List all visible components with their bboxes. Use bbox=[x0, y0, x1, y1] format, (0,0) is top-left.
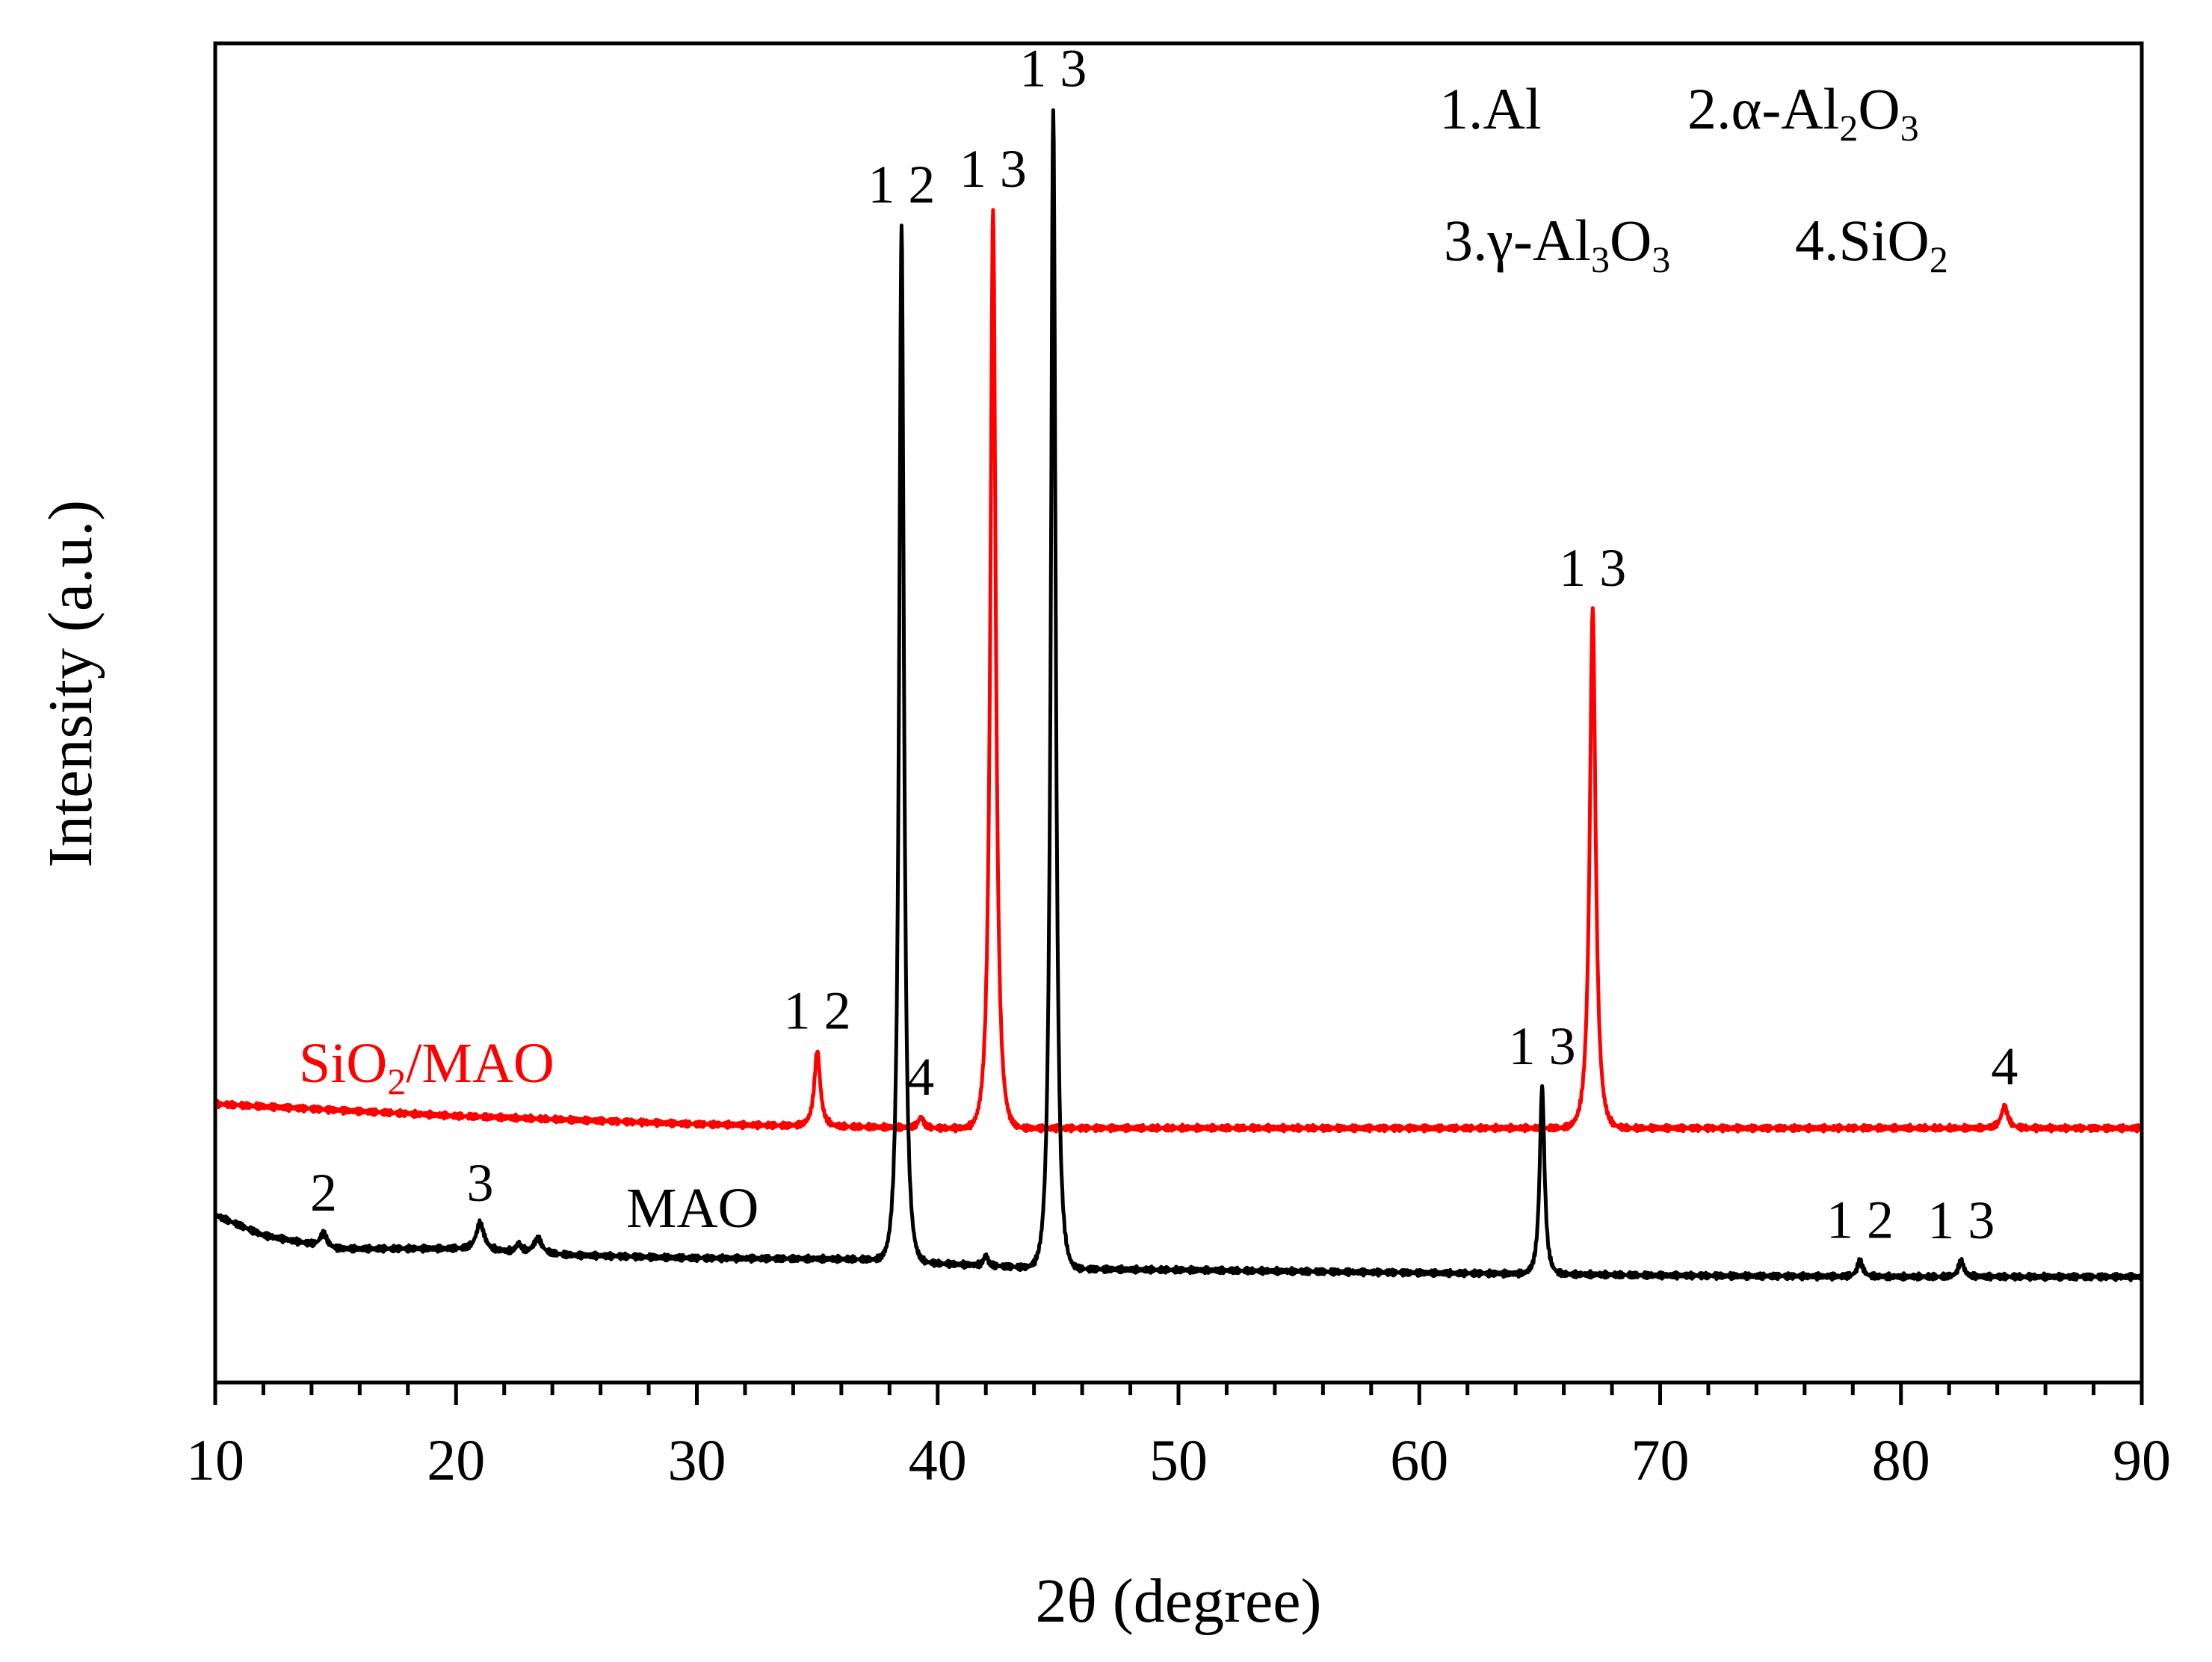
legend-entry-alpha-al2o3: 2.α-Al2O3 bbox=[1687, 76, 1919, 149]
peak-label: 3 bbox=[466, 1153, 493, 1213]
series-line-mao bbox=[213, 108, 2144, 1282]
x-tick-label: 40 bbox=[909, 1427, 967, 1492]
x-tick-label: 50 bbox=[1149, 1427, 1208, 1492]
peak-labels: 1 2 4 1 3 1 3 4 2 3 1 2 1 3 1 3 1 2 1 3 bbox=[310, 39, 2018, 1250]
series-line-sio2-mao bbox=[214, 208, 2143, 1134]
x-tick-label: 90 bbox=[2113, 1427, 2171, 1492]
x-tick-label: 80 bbox=[1872, 1427, 1930, 1492]
peak-label: 1 3 bbox=[1927, 1190, 1995, 1250]
series-label-sio2-mao: SiO2/MAO bbox=[299, 1032, 554, 1102]
x-tick-label: 30 bbox=[668, 1427, 726, 1492]
legend-entry-gamma-al2o3: 3.γ-Al3O3 bbox=[1444, 208, 1670, 280]
peak-label: 1 2 bbox=[784, 980, 851, 1040]
x-axis-title: 2θ (degree) bbox=[1035, 1566, 1321, 1636]
peak-label: 1 2 bbox=[1826, 1190, 1894, 1250]
peak-label: 4 bbox=[907, 1047, 934, 1107]
plot-area bbox=[213, 108, 2144, 1282]
legend-entry-al: 1.Al bbox=[1439, 76, 1542, 141]
peak-label: 2 bbox=[310, 1163, 337, 1223]
legend-entry-sio2: 4.SiO2 bbox=[1795, 208, 1948, 280]
x-tick-label: 60 bbox=[1390, 1427, 1448, 1492]
x-axis-ticks bbox=[213, 1383, 2144, 1405]
peak-label: 4 bbox=[1991, 1037, 2018, 1096]
peak-label: 1 2 bbox=[868, 155, 935, 214]
peak-label: 1 3 bbox=[1019, 39, 1087, 99]
x-tick-label: 10 bbox=[186, 1427, 244, 1492]
x-axis-tick-labels: 10 20 30 40 50 60 70 80 90 bbox=[186, 1427, 2171, 1492]
x-tick-label: 70 bbox=[1631, 1427, 1690, 1492]
peak-label: 1 3 bbox=[1559, 538, 1626, 598]
x-tick-label: 20 bbox=[427, 1427, 485, 1492]
y-axis-title: Intensity (a.u.) bbox=[36, 500, 105, 868]
peak-label: 1 3 bbox=[960, 139, 1027, 199]
peak-label: 1 3 bbox=[1509, 1016, 1576, 1076]
series-label-mao: MAO bbox=[626, 1177, 759, 1240]
phase-legend: 1.Al 2.α-Al2O3 3.γ-Al3O3 4.SiO2 bbox=[1439, 76, 1948, 280]
